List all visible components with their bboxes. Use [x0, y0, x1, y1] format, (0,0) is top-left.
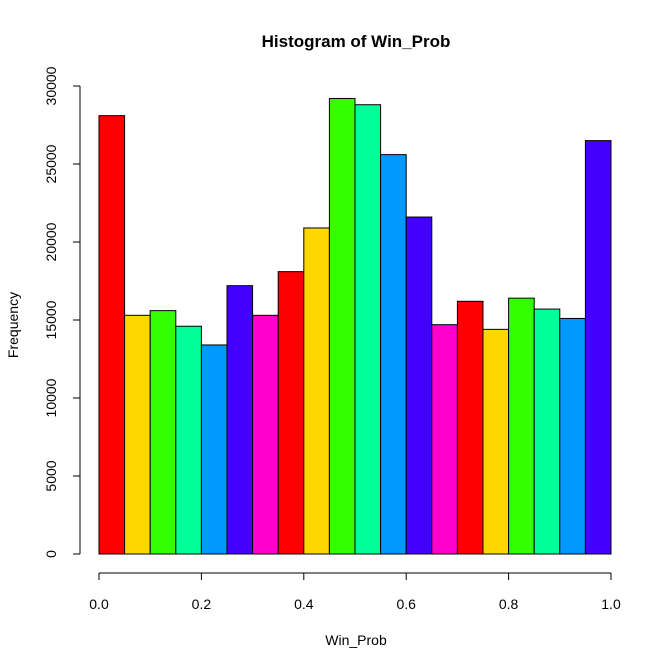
histogram-bar: [559, 317, 586, 555]
y-tick-label: 25000: [43, 144, 59, 183]
y-tick-label: 5000: [43, 460, 59, 491]
histogram-bar: [226, 285, 254, 555]
histogram-bar: [456, 300, 484, 555]
chart-title: Histogram of Win_Prob: [262, 32, 451, 51]
y-tick-label: 0: [43, 550, 59, 558]
x-tick-label: 0.8: [499, 596, 519, 612]
histogram-bar: [124, 314, 151, 555]
x-axis: 0.0 0.2 0.4 0.6 0.8 1.0: [89, 572, 621, 612]
histogram-bar: [252, 314, 279, 555]
bars-group: [98, 97, 612, 555]
histogram-bar: [482, 328, 510, 555]
histogram-bar: [354, 104, 382, 555]
histogram-bar: [303, 227, 330, 555]
y-tick-label: 20000: [43, 222, 59, 261]
histogram-bar: [431, 324, 458, 555]
y-tick-label: 10000: [43, 378, 59, 417]
y-tick-label: 15000: [43, 300, 59, 339]
histogram-bar: [277, 271, 305, 555]
x-tick-label: 0.2: [192, 596, 212, 612]
y-tick-label: 30000: [43, 66, 59, 105]
histogram-bar: [98, 115, 126, 555]
x-tick-label: 0.4: [294, 596, 314, 612]
x-tick-label: 0.0: [89, 596, 109, 612]
y-axis: 0 5000 10000 15000 20000 25000 30000: [43, 66, 81, 558]
histogram-bar: [380, 154, 407, 555]
histogram-bar: [584, 140, 612, 555]
histogram-bar: [149, 310, 177, 555]
histogram-bar: [328, 97, 356, 555]
histogram-bar: [405, 216, 433, 555]
x-axis-label: Win_Prob: [325, 632, 387, 648]
histogram-bar: [508, 297, 535, 555]
histogram-bar: [200, 344, 228, 555]
x-tick-label: 1.0: [601, 596, 621, 612]
histogram-bar: [175, 325, 202, 555]
y-axis-label: Frequency: [5, 292, 21, 358]
x-tick-label: 0.6: [396, 596, 416, 612]
histogram-bar: [533, 308, 561, 555]
